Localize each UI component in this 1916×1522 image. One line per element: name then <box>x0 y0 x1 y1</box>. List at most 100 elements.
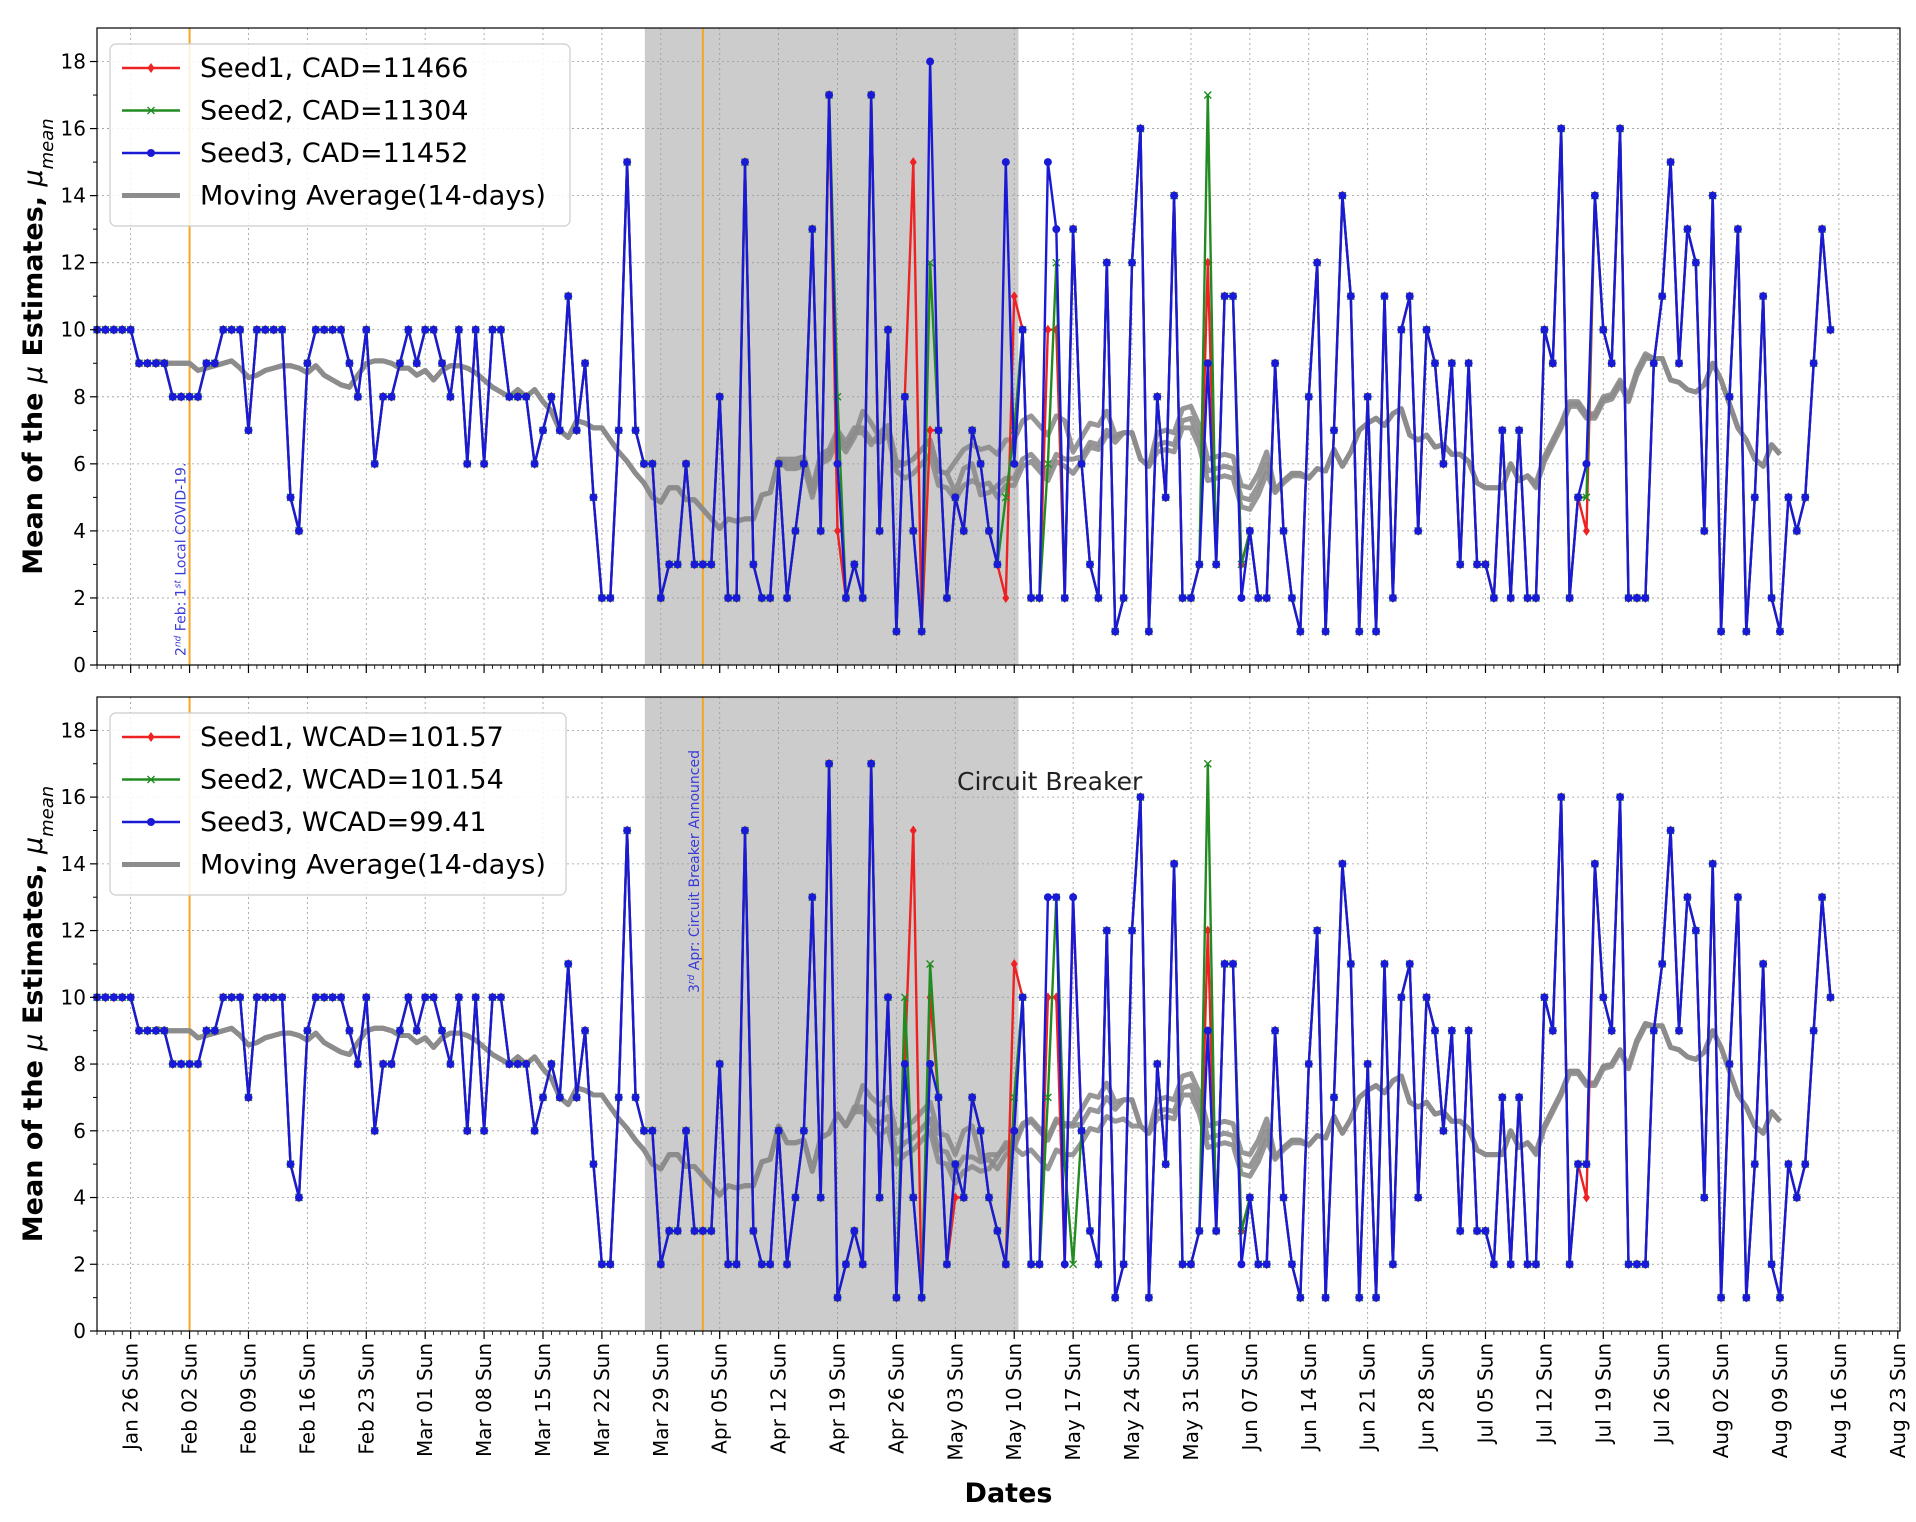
seed3-point <box>1422 325 1431 334</box>
seed3-point <box>572 1093 581 1102</box>
seed3-point <box>909 1193 918 1202</box>
seed3-point <box>1397 325 1406 334</box>
seed3-point <box>766 1260 775 1269</box>
seed1-point <box>909 825 917 836</box>
seed3-point <box>648 459 657 468</box>
seed3-point <box>1128 926 1137 935</box>
x-tick-label: Apr 19 Sun <box>826 1343 850 1454</box>
seed3-point <box>1397 993 1406 1002</box>
seed3-point <box>1195 1226 1204 1235</box>
seed3-point <box>1473 1226 1482 1235</box>
seed3-point <box>1658 959 1667 968</box>
seed3-point <box>345 1026 354 1035</box>
seed3-point <box>724 1260 733 1269</box>
seed3-point <box>1077 1126 1086 1135</box>
seed3-point <box>1069 225 1078 234</box>
seed3-point <box>1119 593 1128 602</box>
seed3-point <box>1548 1026 1557 1035</box>
seed3-point <box>606 1260 615 1269</box>
seed3-point <box>1759 292 1768 301</box>
seed3-point <box>252 993 261 1002</box>
series-group <box>93 758 1835 1303</box>
seed3-point <box>1355 1293 1364 1302</box>
seed3-point <box>917 1293 926 1302</box>
seed3-point <box>959 1193 968 1202</box>
seed3-point <box>1498 426 1507 435</box>
seed3-point <box>1111 627 1120 636</box>
seed3-point <box>143 1026 152 1035</box>
seed3-point <box>648 1126 657 1135</box>
seed2-point <box>1001 493 1010 502</box>
seed3-point <box>1128 258 1137 267</box>
seed3-point <box>614 1093 623 1102</box>
seed3-point <box>740 826 749 835</box>
seed3-point <box>1313 258 1322 267</box>
seed3-point <box>1296 1293 1305 1302</box>
x-tick-label: Mar 29 Sun <box>649 1343 673 1457</box>
y-tick-label: 4 <box>73 1186 86 1210</box>
seed3-point <box>858 1260 867 1269</box>
seed3-point <box>1447 1026 1456 1035</box>
seed3-point <box>1675 1026 1684 1035</box>
seed3-point <box>892 627 901 636</box>
seed3-point <box>1245 1193 1254 1202</box>
seed3-point <box>900 1060 909 1069</box>
seed3-point <box>1414 1193 1423 1202</box>
seed3-point <box>101 325 110 334</box>
seed3-point <box>236 993 245 1002</box>
seed3-point <box>463 1126 472 1135</box>
seed3-point <box>1801 1160 1810 1169</box>
seed3-point <box>294 526 303 535</box>
seed1-point <box>1582 1192 1590 1203</box>
seed3-point <box>1212 1226 1221 1235</box>
seed3-point <box>1052 225 1061 234</box>
seed2-legend-label: Seed2, WCAD=101.54 <box>200 765 504 796</box>
seed3-point <box>1456 1226 1465 1235</box>
seed3-point <box>581 1026 590 1035</box>
y-tick-label: 2 <box>73 1252 86 1276</box>
seed3-point <box>143 359 152 368</box>
seed3-point <box>656 593 665 602</box>
seed3-point <box>513 1060 522 1069</box>
seed3-point <box>690 1226 699 1235</box>
x-tick-label: Mar 01 Sun <box>413 1343 437 1457</box>
seed3-point <box>1170 859 1179 868</box>
seed3-point <box>488 993 497 1002</box>
y-tick-label: 2 <box>73 586 86 610</box>
seed3-point <box>1094 593 1103 602</box>
seed3-point <box>1683 893 1692 902</box>
seed1-point <box>1010 958 1018 969</box>
seed3-point <box>993 560 1002 569</box>
y-tick-label: 16 <box>61 785 86 809</box>
seed3-point <box>1010 1126 1019 1135</box>
seed3-point <box>337 993 346 1002</box>
x-tick-label: Feb 09 Sun <box>236 1343 260 1455</box>
seed3-point <box>1035 1260 1044 1269</box>
seed3-point <box>1321 1293 1330 1302</box>
seed3-point <box>1380 959 1389 968</box>
seed3-point <box>665 560 674 569</box>
seed3-point <box>303 359 312 368</box>
seed3-point <box>109 325 118 334</box>
seed3-point <box>1464 359 1473 368</box>
seed3-point <box>1102 926 1111 935</box>
seed3-point <box>724 593 733 602</box>
seed3-point <box>1153 392 1162 401</box>
seed3-point <box>875 526 884 535</box>
plot-frame <box>96 27 1901 666</box>
seed3-point <box>1060 1260 1069 1269</box>
top-panel: 0 2 4 6 8 10 12 14 16 18 Mean of the μ Estimates,… <box>18 27 1901 677</box>
seed3-point <box>1229 959 1238 968</box>
y-tick-label: 12 <box>61 919 86 943</box>
seed3-point <box>252 325 261 334</box>
seed3-point <box>353 392 362 401</box>
seed3-point <box>1229 292 1238 301</box>
seed3-point <box>1203 359 1212 368</box>
x-tick-label: Jun 28 Sun <box>1415 1343 1439 1452</box>
seed3-point <box>505 1060 514 1069</box>
seed3-point <box>1254 593 1263 602</box>
seed1-point <box>1044 324 1052 335</box>
seed3-point <box>766 593 775 602</box>
seed2-point <box>900 993 909 1002</box>
seed3-point <box>530 1126 539 1135</box>
